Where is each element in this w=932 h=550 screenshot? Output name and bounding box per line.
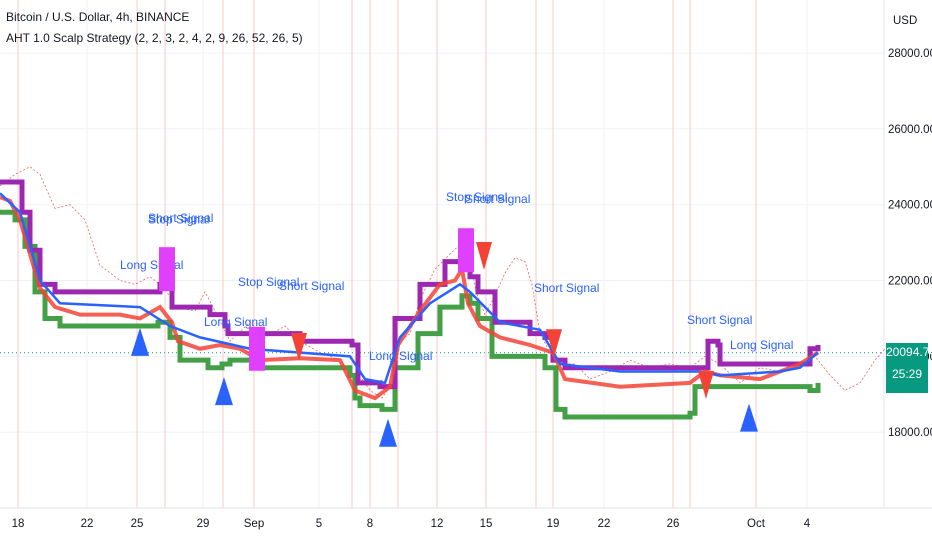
- short-signal-marker[interactable]: [698, 370, 714, 399]
- signal-label: Long Signal: [369, 349, 432, 363]
- signal-label: Short Signal: [148, 211, 213, 225]
- signal-label: Stop Signal: [446, 190, 507, 204]
- x-tick-label: 18: [12, 518, 25, 530]
- last-price-label: 20094.74: [886, 343, 932, 361]
- y-tick-label: 24000.00: [888, 200, 932, 212]
- y-tick-label: 22000.00: [888, 276, 932, 288]
- indicator-title[interactable]: AHT 1.0 Scalp Strategy (2, 2, 3, 2, 4, 2…: [6, 31, 303, 45]
- bar-countdown: 25:29: [886, 361, 928, 393]
- signal-label: Short Signal: [279, 279, 344, 293]
- x-tick-label: 22: [81, 518, 94, 530]
- x-tick-label: 19: [547, 518, 560, 530]
- y-tick-label: 28000.00: [888, 48, 932, 60]
- signal-label: Stop Signal: [148, 213, 209, 227]
- x-tick-label: 15: [480, 518, 493, 530]
- signal-label: Long Signal: [730, 338, 793, 352]
- long-signal-marker[interactable]: [379, 418, 397, 447]
- x-tick-label: 22: [598, 518, 611, 530]
- stop-signal-marker[interactable]: [458, 228, 474, 273]
- signal-label: Short Signal: [534, 281, 599, 295]
- long-signal-marker[interactable]: [131, 327, 149, 356]
- x-tick-label: Sep: [244, 518, 264, 530]
- y-tick-label: 26000.00: [888, 124, 932, 136]
- series-fast-line: [0, 195, 820, 401]
- x-tick-label: 29: [197, 518, 210, 530]
- signal-label: Long Signal: [204, 315, 267, 329]
- x-tick-label: 4: [804, 518, 811, 530]
- long-signal-marker[interactable]: [740, 403, 758, 432]
- symbol-title[interactable]: Bitcoin / U.S. Dollar, 4h, BINANCE: [6, 10, 190, 24]
- signal-label: Stop Signal: [238, 275, 299, 289]
- currency-label: USD: [893, 15, 917, 27]
- stop-signal-marker[interactable]: [159, 247, 175, 292]
- series-upper-line: [0, 179, 821, 390]
- short-signal-marker[interactable]: [476, 242, 492, 270]
- long-signal-marker[interactable]: [215, 377, 233, 406]
- x-tick-label: 26: [667, 518, 680, 530]
- x-tick-label: 8: [367, 518, 373, 530]
- signal-label: Short Signal: [687, 313, 752, 327]
- y-tick-label: 18000.00: [888, 427, 932, 439]
- signal-label: Short Signal: [465, 192, 530, 206]
- short-signal-marker[interactable]: [291, 332, 307, 361]
- x-tick-label: 25: [131, 518, 144, 530]
- short-signal-marker[interactable]: [546, 329, 562, 358]
- x-tick-label: Oct: [747, 518, 766, 530]
- x-tick-label: 12: [431, 518, 444, 530]
- stop-signal-marker[interactable]: [249, 326, 265, 371]
- x-tick-label: 5: [316, 518, 322, 530]
- series-lower-line: [0, 209, 821, 420]
